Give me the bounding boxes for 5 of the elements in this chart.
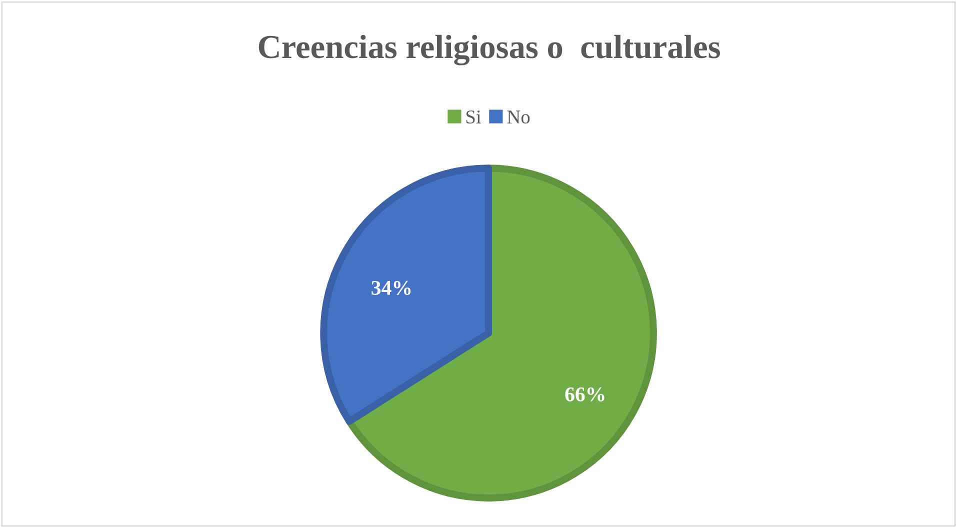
chart-title: Creencias religiosas o culturales — [258, 34, 720, 66]
data-label: 34% — [372, 280, 411, 296]
data-label: 66% — [565, 387, 604, 402]
legend-label: Si — [466, 110, 481, 124]
legend-label: No — [507, 110, 530, 124]
